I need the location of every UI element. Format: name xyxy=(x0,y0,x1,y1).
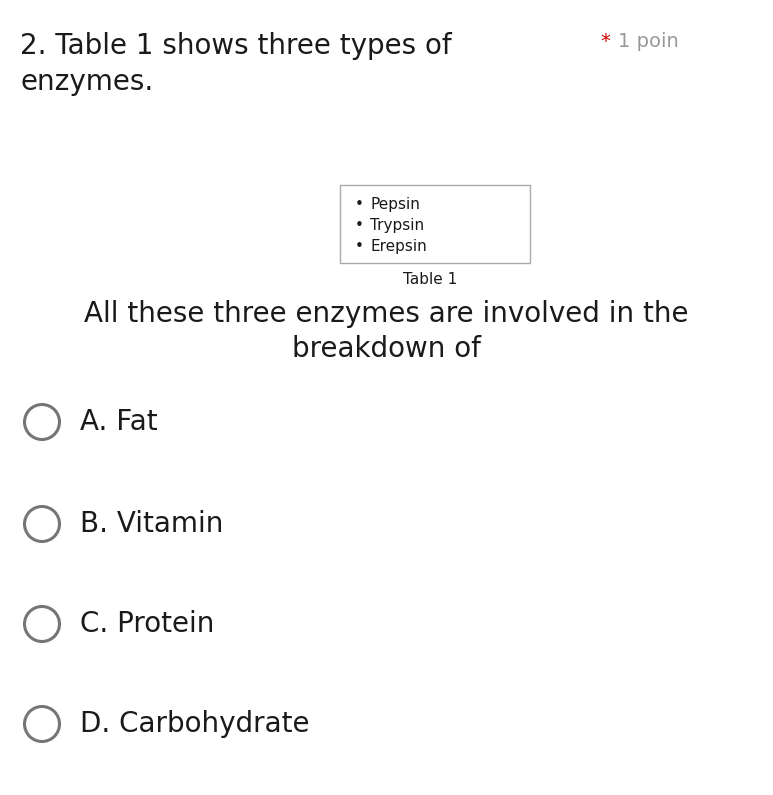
Text: Pepsin: Pepsin xyxy=(370,197,420,212)
Text: D. Carbohydrate: D. Carbohydrate xyxy=(80,710,309,738)
Text: C. Protein: C. Protein xyxy=(80,610,214,638)
Text: Trypsin: Trypsin xyxy=(370,218,424,233)
Text: •: • xyxy=(355,239,364,254)
Text: enzymes.: enzymes. xyxy=(20,68,153,96)
Circle shape xyxy=(25,506,60,541)
Text: •: • xyxy=(355,218,364,233)
Text: breakdown of: breakdown of xyxy=(292,335,481,363)
Text: B. Vitamin: B. Vitamin xyxy=(80,510,223,538)
Circle shape xyxy=(25,707,60,742)
Text: 1 poin: 1 poin xyxy=(618,32,679,51)
Circle shape xyxy=(25,405,60,440)
Circle shape xyxy=(25,607,60,642)
Text: Table 1: Table 1 xyxy=(403,272,457,287)
Text: All these three enzymes are involved in the: All these three enzymes are involved in … xyxy=(84,300,689,328)
FancyBboxPatch shape xyxy=(340,185,530,263)
Text: Erepsin: Erepsin xyxy=(370,239,427,254)
Text: *: * xyxy=(600,32,610,51)
Text: 2. Table 1 shows three types of: 2. Table 1 shows three types of xyxy=(20,32,451,60)
Text: A. Fat: A. Fat xyxy=(80,408,158,436)
Text: •: • xyxy=(355,197,364,212)
